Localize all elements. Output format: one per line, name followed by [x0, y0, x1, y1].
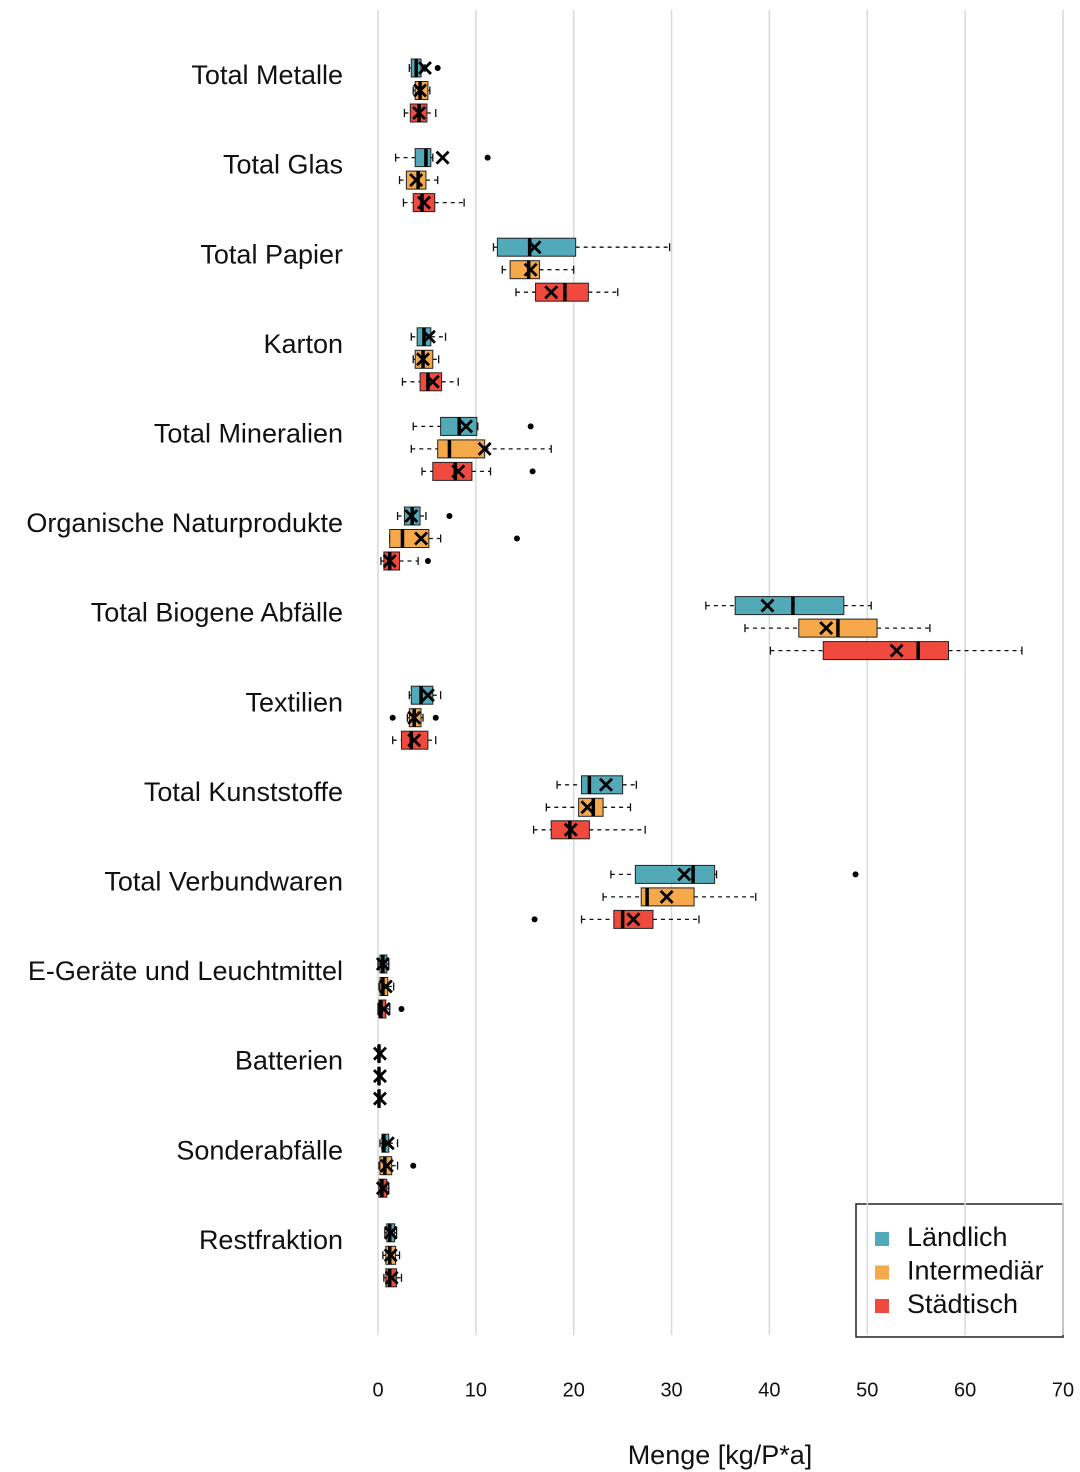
mean-marker [412, 106, 427, 120]
outlier [434, 65, 441, 71]
box [734, 596, 845, 616]
mean-marker [382, 554, 397, 568]
box [437, 439, 486, 459]
mean-marker [375, 957, 390, 971]
mean-marker [599, 777, 613, 792]
mean-marker [760, 598, 775, 613]
mean-marker [384, 1270, 399, 1285]
mean-marker [416, 352, 431, 367]
x-tick-label: 20 [563, 1379, 585, 1401]
category-label: Total Biogene Abfälle [91, 598, 343, 628]
legend-box [855, 1203, 1064, 1338]
category-label: Textilien [245, 687, 343, 717]
mean-marker [677, 867, 692, 882]
mean-marker [378, 979, 393, 994]
mean-marker [417, 61, 432, 75]
box [389, 529, 430, 548]
legend-swatch [875, 1232, 889, 1246]
outlier [410, 1162, 417, 1169]
mean-marker [404, 509, 419, 523]
category-label: Karton [263, 329, 343, 359]
outlier [527, 423, 534, 430]
mean-marker [523, 262, 538, 277]
mean-marker [435, 150, 450, 165]
category-label: Batterien [235, 1046, 343, 1076]
mean-marker [409, 173, 424, 188]
mean-marker [889, 643, 904, 658]
mean-marker [421, 329, 436, 344]
category-label: E-Geräte und Leuchtmittel [28, 956, 343, 986]
category-label: Total Mineralien [154, 419, 343, 449]
mean-marker [372, 1069, 387, 1084]
legend-label: Städtisch [907, 1289, 1018, 1319]
box [634, 864, 716, 884]
outlier [424, 558, 431, 564]
mean-marker [379, 1158, 394, 1173]
mean-marker [580, 800, 595, 815]
mean-marker [407, 710, 422, 725]
mean-marker [425, 374, 440, 389]
mean-marker [372, 1046, 387, 1061]
legend-swatch [875, 1299, 889, 1313]
legend-swatch [875, 1265, 889, 1280]
mean-marker [563, 822, 578, 837]
outlier [852, 871, 859, 878]
box [535, 282, 589, 302]
outlier [432, 714, 439, 721]
x-tick-label: 50 [856, 1379, 878, 1401]
outlier [531, 916, 538, 923]
box [414, 148, 432, 168]
legend-label: Intermediär [907, 1256, 1044, 1286]
x-tick-label: 0 [372, 1379, 383, 1401]
category-label: Total Verbundwaren [104, 867, 343, 897]
mean-marker [376, 1002, 391, 1016]
mean-marker [375, 1181, 390, 1196]
x-axis-label: Menge [kg/P*a] [628, 1440, 813, 1470]
outlier [513, 535, 520, 542]
mean-marker [414, 531, 429, 546]
category-label: Total Papier [200, 239, 343, 269]
x-tick-label: 70 [1052, 1379, 1074, 1401]
category-label: Sonderabfälle [176, 1135, 343, 1165]
mean-marker [626, 912, 641, 927]
mean-marker [383, 1248, 398, 1263]
category-label: Total Kunststoffe [144, 777, 343, 807]
outlier [529, 468, 536, 475]
category-label: Organische Naturprodukte [26, 508, 343, 538]
mean-marker [380, 1136, 395, 1151]
box [509, 260, 540, 280]
x-tick-label: 30 [660, 1379, 682, 1401]
mean-marker [459, 419, 474, 434]
outlier [389, 714, 396, 721]
mean-marker [413, 83, 428, 98]
outlier [446, 513, 453, 519]
box [822, 641, 950, 661]
outlier [398, 1006, 405, 1012]
outlier [484, 154, 491, 161]
mean-marker [544, 285, 559, 300]
mean-marker [420, 688, 435, 703]
mean-marker [372, 1091, 387, 1106]
category-label: Restfraktion [199, 1225, 343, 1255]
mean-marker [819, 621, 834, 636]
x-tick-label: 60 [954, 1379, 976, 1401]
category-label: Total Glas [223, 150, 343, 180]
mean-marker [477, 441, 492, 456]
category-label: Total Metalle [191, 60, 343, 90]
mean-marker [417, 195, 431, 210]
mean-marker [383, 1225, 398, 1240]
mean-marker [451, 464, 466, 479]
mean-marker [659, 889, 674, 904]
legend-label: Ländlich [907, 1222, 1008, 1252]
x-tick-label: 40 [758, 1379, 780, 1401]
x-tick-label: 10 [465, 1379, 487, 1401]
mean-marker [407, 733, 422, 748]
mean-marker [527, 240, 542, 255]
box [432, 461, 473, 481]
